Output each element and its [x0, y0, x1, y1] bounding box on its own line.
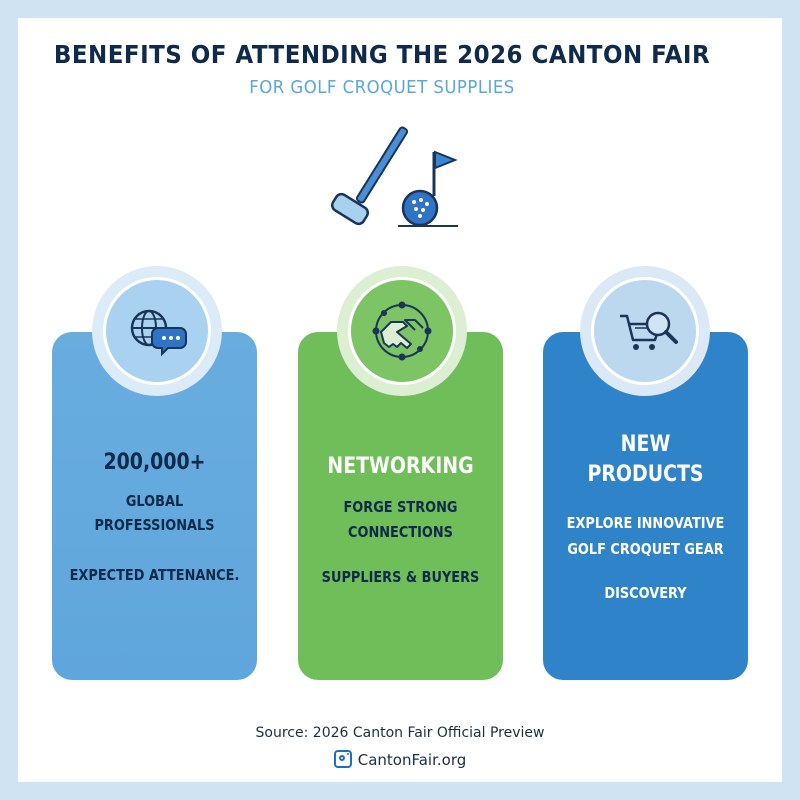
website-link[interactable]: CantonFair.org	[357, 751, 467, 769]
attendance-headline: 200,000+	[103, 450, 206, 475]
globe-chat-icon	[130, 309, 187, 357]
new-products-badge	[580, 266, 710, 396]
new-products-headline-1: NEW	[620, 432, 671, 457]
page-subtitle: FOR GOLF CROQUET SUPPLIES	[249, 77, 515, 98]
networking-line-3: SUPPLIERS & BUYERS	[321, 568, 480, 586]
golf-croquet-mallet-ball-flag-icon	[330, 126, 458, 227]
website-line: CantonFair.org	[0, 750, 800, 769]
instagram-icon	[333, 750, 352, 768]
attendance-line-3: EXPECTED ATTENANCE.	[69, 566, 240, 584]
page-title: BENEFITS OF ATTENDING THE 2026 CANTON FA…	[53, 40, 711, 69]
attendance-line-2: PROFESSIONALS	[94, 516, 215, 534]
source-note: Source: 2026 Canton Fair Official Previe…	[255, 725, 545, 741]
handshake-network-icon	[372, 301, 432, 361]
new-products-line-2: GOLF CROQUET GEAR	[567, 540, 724, 558]
cart-magnifier-icon	[620, 311, 678, 350]
new-products-line-3: DISCOVERY	[604, 584, 687, 602]
new-products-headline-2: PRODUCTS	[587, 462, 704, 487]
networking-headline: NETWORKING	[327, 454, 474, 479]
networking-line-1: FORGE STRONG	[343, 498, 458, 516]
networking-line-2: CONNECTIONS	[348, 523, 453, 541]
networking-badge	[337, 266, 467, 396]
attendance-line-1: GLOBAL	[125, 492, 184, 510]
new-products-line-1: EXPLORE INNOVATIVE	[566, 514, 725, 532]
attendance-badge	[92, 266, 222, 396]
